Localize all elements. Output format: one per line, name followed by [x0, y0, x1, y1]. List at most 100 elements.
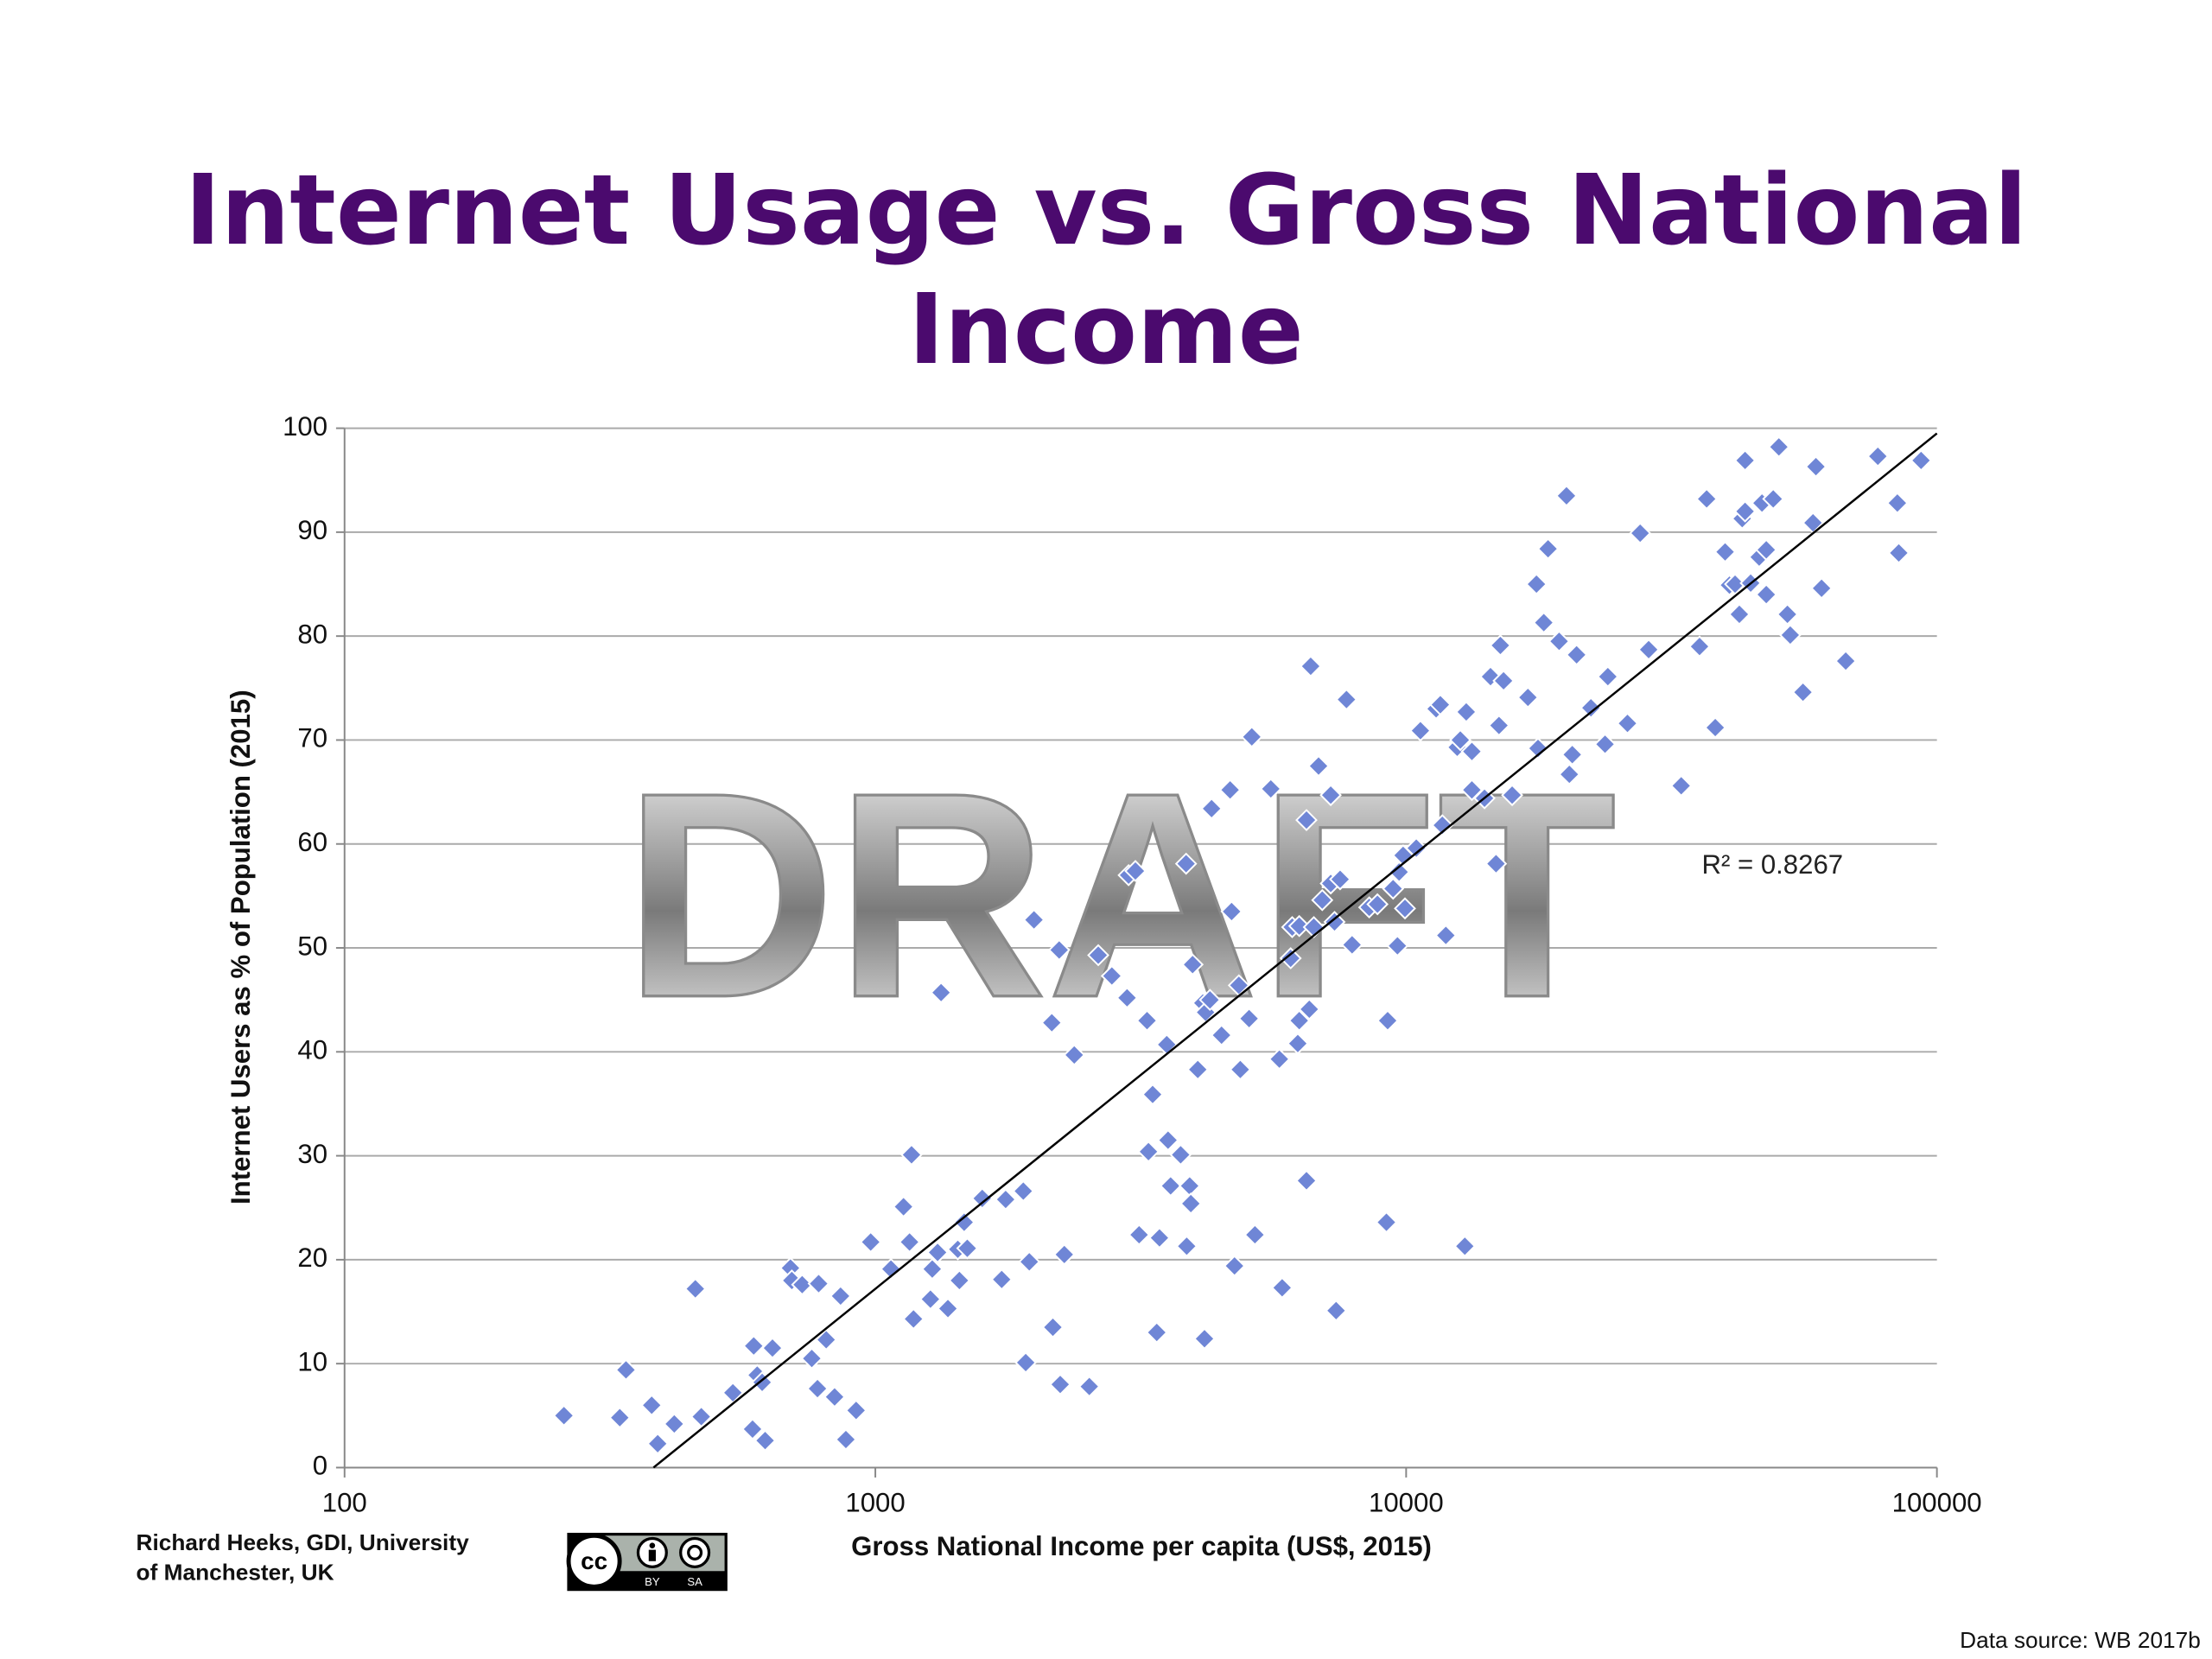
data-point [1405, 836, 1427, 860]
data-point [690, 1405, 713, 1428]
data-point [1728, 603, 1751, 626]
y-tick-label: 10 [297, 1346, 327, 1376]
data-point [1455, 701, 1478, 723]
data-point [1596, 665, 1619, 688]
data-point [1388, 861, 1411, 884]
data-point [753, 1429, 777, 1452]
data-point [1335, 688, 1358, 711]
data-point [815, 1328, 838, 1351]
data-point [1218, 779, 1242, 802]
data-point [1487, 714, 1510, 737]
data-point [1669, 774, 1693, 798]
data-point [552, 1404, 575, 1427]
data-point [1616, 712, 1639, 735]
data-point [791, 1273, 814, 1296]
data-point [1325, 1299, 1348, 1322]
data-point [640, 1394, 664, 1417]
data-point [1300, 655, 1322, 677]
data-point [1268, 1047, 1291, 1071]
data-point [1516, 686, 1540, 709]
data-point [1866, 445, 1890, 467]
cc-text: cc [581, 1548, 607, 1574]
data-point [614, 1358, 638, 1382]
data-point [1220, 900, 1243, 923]
data-point [683, 1277, 707, 1300]
data-point [1179, 1192, 1203, 1215]
data-point [859, 1230, 882, 1254]
watermark: DRAFT [624, 732, 1617, 1058]
data-point [1052, 1243, 1076, 1266]
data-point [921, 1257, 944, 1281]
data-point [1307, 754, 1330, 778]
data-point [1229, 1058, 1252, 1081]
data-point [1525, 573, 1548, 595]
x-tick-label: 100000 [1892, 1487, 1982, 1517]
license-term: BY [645, 1575, 660, 1588]
data-point [1460, 740, 1484, 763]
data-point [1295, 1169, 1318, 1192]
data-point [990, 1268, 1014, 1291]
data-point [1049, 1373, 1071, 1396]
data-point [1779, 624, 1802, 646]
data-point [806, 1377, 829, 1400]
y-tick-label: 0 [313, 1451, 327, 1481]
x-tick-label: 10000 [1369, 1487, 1444, 1517]
data-point [1041, 1316, 1065, 1338]
data-point [1733, 448, 1757, 472]
data-point [608, 1406, 632, 1429]
data-point [1148, 1226, 1171, 1249]
author: Richard Heeks, GDI, University [137, 1529, 470, 1555]
data-point [1329, 868, 1351, 891]
data-point [829, 1285, 852, 1307]
data-point [800, 1347, 823, 1370]
data-point [1558, 763, 1581, 786]
data-point [1536, 537, 1560, 561]
data-point [1382, 877, 1405, 900]
data-point [1434, 924, 1458, 947]
data-point [663, 1413, 686, 1435]
data-point [1141, 1083, 1164, 1106]
data-point [937, 1297, 959, 1320]
chart-title: Internet Usage vs. Gross National Income [184, 155, 2028, 386]
data-point [1047, 938, 1071, 962]
y-tick-label: 80 [297, 619, 327, 649]
data-point [1834, 650, 1857, 672]
r-squared: R² = 0.8267 [1701, 849, 1843, 880]
y-tick-label: 40 [297, 1035, 327, 1065]
data-point [1885, 492, 1909, 515]
data-point [741, 1418, 764, 1440]
data-point [1580, 696, 1603, 720]
data-point [1279, 947, 1302, 969]
trendline [652, 432, 1938, 1469]
data-point [1887, 542, 1910, 564]
data-point [1724, 573, 1746, 595]
data-point [646, 1432, 670, 1455]
data-point [900, 1143, 923, 1166]
data-point [1688, 635, 1711, 658]
data-point [1022, 908, 1046, 931]
data-point [1637, 638, 1660, 661]
data-point [1804, 455, 1827, 478]
data-point [918, 1287, 942, 1311]
y-tick-label: 20 [297, 1243, 327, 1273]
data-point [1910, 448, 1933, 472]
y-tick-label: 30 [297, 1139, 327, 1169]
data-point [956, 1236, 979, 1260]
data-point [1695, 487, 1719, 511]
data-point [1791, 681, 1815, 703]
data-point [1174, 852, 1198, 875]
x-tick-label: 100 [322, 1487, 367, 1517]
data-point [1449, 728, 1471, 752]
data-point [1484, 852, 1508, 875]
data-point [1704, 716, 1726, 739]
y-tick-label: 70 [297, 723, 327, 753]
data-point [1012, 1179, 1035, 1203]
data-point [1186, 1058, 1210, 1081]
data-point [1270, 1276, 1294, 1300]
data-point [1755, 538, 1778, 562]
data-point [1311, 888, 1334, 912]
data-point [1565, 643, 1588, 666]
data-point [1409, 719, 1432, 742]
license-term: SA [687, 1575, 702, 1588]
